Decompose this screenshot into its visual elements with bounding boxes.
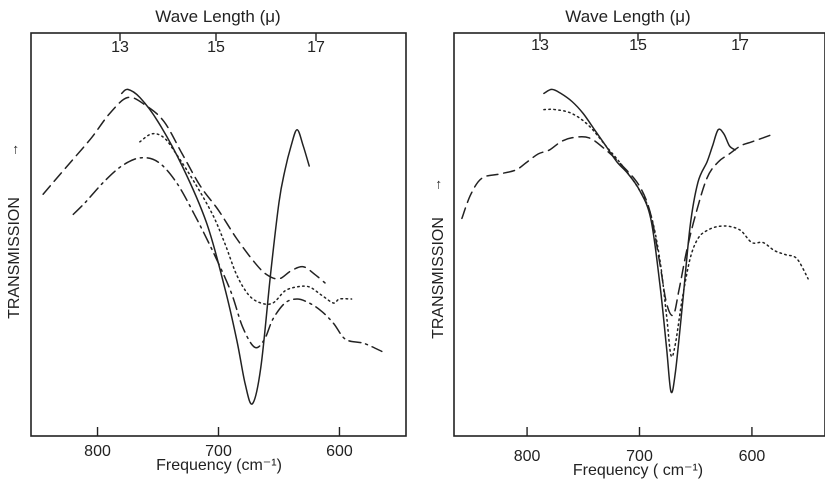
left-x-tick-label: 600 xyxy=(326,443,353,460)
right-y-arrow: → xyxy=(428,178,444,192)
left-y-axis-label: TRANSMISSION xyxy=(6,197,23,319)
left-plot-frame xyxy=(30,32,407,437)
left-top-axis-label: Wave Length (μ) xyxy=(155,7,280,26)
right-top-tick-label: 13 xyxy=(531,37,549,54)
left-x-axis-label: Frequency (cm⁻¹) xyxy=(156,457,282,474)
left-series-dotted-line xyxy=(139,132,353,306)
right-x-tick-label: 800 xyxy=(514,448,541,465)
right-top-tick-label: 15 xyxy=(629,37,647,54)
left-top-tick-label: 13 xyxy=(111,39,129,56)
right-series-solid-line xyxy=(543,88,736,394)
right-x-tick-label: 700 xyxy=(626,448,653,465)
right-plot-frame xyxy=(453,32,825,437)
left-x-tick-label: 700 xyxy=(205,443,232,460)
right-chart: Wave Length (μ) Frequency ( cm⁻¹) TRANSM… xyxy=(428,7,825,479)
left-chart: Wave Length (μ) Frequency (cm⁻¹) TRANSMI… xyxy=(5,7,407,474)
right-x-axis-label: Frequency ( cm⁻¹) xyxy=(573,462,703,479)
left-y-arrow: → xyxy=(5,143,21,157)
left-series-dash-dot-line xyxy=(72,156,383,353)
right-top-tick-label: 17 xyxy=(731,37,749,54)
right-x-tick-label: 600 xyxy=(739,448,766,465)
right-top-axis-label: Wave Length (μ) xyxy=(565,7,690,26)
left-x-tick-label: 800 xyxy=(84,443,111,460)
left-top-tick-label: 15 xyxy=(207,39,225,56)
left-series-solid-line xyxy=(120,88,310,405)
left-series-dashed-line xyxy=(42,96,326,284)
right-series-dashed-line xyxy=(461,133,776,317)
right-y-axis-label: TRANSMISSION xyxy=(430,217,447,339)
left-top-tick-label: 17 xyxy=(307,39,325,56)
right-series-dotted-line xyxy=(543,108,809,358)
